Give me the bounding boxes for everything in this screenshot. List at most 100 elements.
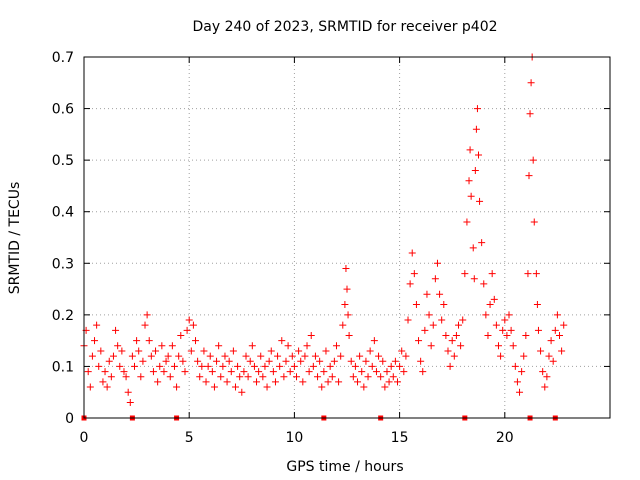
data-point: [210, 383, 218, 391]
data-point: [410, 270, 418, 278]
data-point: [328, 373, 336, 381]
data-point: [286, 368, 294, 376]
data-point: [537, 347, 545, 355]
data-point: [263, 383, 271, 391]
data-point: [255, 368, 263, 376]
data-point: [351, 362, 359, 370]
data-point: [501, 316, 509, 324]
data-point: [387, 362, 395, 370]
data-point: [225, 357, 233, 365]
data-point: [404, 316, 412, 324]
data-point: [189, 321, 197, 329]
y-tick-label: 0.5: [52, 153, 74, 169]
data-point: [530, 218, 538, 226]
data-point: [398, 347, 406, 355]
data-point: [335, 378, 343, 386]
data-point: [177, 331, 185, 339]
data-point: [406, 280, 414, 288]
data-point: [160, 368, 168, 376]
data-point: [208, 368, 216, 376]
data-point: [101, 368, 109, 376]
data-point: [494, 342, 502, 350]
data-point: [448, 337, 456, 345]
data-point: [236, 373, 244, 381]
data-point: [154, 378, 162, 386]
data-point: [238, 388, 246, 396]
data-point: [293, 373, 301, 381]
data-point: [204, 362, 212, 370]
data-point: [343, 285, 351, 293]
data-point: [290, 362, 298, 370]
x-axis-label: GPS time / hours: [286, 459, 403, 475]
data-point: [375, 352, 383, 360]
data-point: [465, 177, 473, 185]
data-point: [372, 368, 380, 376]
data-point: [476, 197, 484, 205]
data-point: [345, 331, 353, 339]
data-point: [385, 378, 393, 386]
gridlines: [84, 57, 610, 418]
data-point: [284, 342, 292, 350]
data-point: [234, 362, 242, 370]
data-point: [152, 347, 160, 355]
data-point: [358, 368, 366, 376]
data-point: [88, 352, 96, 360]
data-point: [505, 311, 513, 319]
data-point: [242, 352, 250, 360]
data-point: [192, 337, 200, 345]
y-tick-label: 0: [65, 411, 74, 427]
data-point: [301, 352, 309, 360]
data-point: [309, 362, 317, 370]
data-point: [560, 321, 568, 329]
data-point: [179, 357, 187, 365]
data-point: [314, 373, 322, 381]
data-point: [475, 151, 482, 159]
data-point: [181, 368, 189, 376]
data-point: [168, 342, 176, 350]
data-point: [509, 342, 517, 350]
data-point: [109, 352, 117, 360]
y-tick-label: 0.7: [52, 50, 74, 66]
data-point: [459, 316, 467, 324]
data-point: [307, 331, 315, 339]
data-point: [103, 383, 111, 391]
data-point: [522, 331, 530, 339]
data-point: [124, 388, 132, 396]
data-point: [342, 264, 350, 272]
data-point: [360, 383, 368, 391]
data-point: [170, 362, 178, 370]
data-point: [318, 383, 326, 391]
data-point: [202, 378, 210, 386]
data-point: [105, 357, 113, 365]
data-point: [84, 368, 92, 376]
data-point: [261, 362, 269, 370]
data-point: [244, 373, 252, 381]
data-point: [217, 373, 225, 381]
y-tick-label: 0.4: [52, 205, 74, 221]
data-point: [265, 357, 273, 365]
data-point: [527, 79, 535, 87]
data-point: [377, 373, 385, 381]
data-point: [419, 368, 427, 376]
data-point: [486, 301, 494, 309]
data-point: [259, 373, 267, 381]
data-point: [276, 362, 284, 370]
data-point: [438, 316, 446, 324]
data-point: [543, 373, 551, 381]
data-points: [80, 53, 568, 407]
data-point: [524, 270, 532, 278]
x-tick-label: 15: [391, 430, 409, 446]
data-point: [408, 249, 416, 257]
data-point: [347, 357, 355, 365]
data-point: [450, 352, 458, 360]
data-point: [391, 357, 399, 365]
data-point: [368, 362, 376, 370]
data-point: [551, 326, 559, 334]
data-point: [356, 352, 364, 360]
data-point: [526, 110, 534, 118]
data-point: [305, 368, 313, 376]
data-point: [492, 321, 500, 329]
data-point: [200, 347, 208, 355]
data-point: [533, 301, 541, 309]
data-point: [427, 342, 435, 350]
